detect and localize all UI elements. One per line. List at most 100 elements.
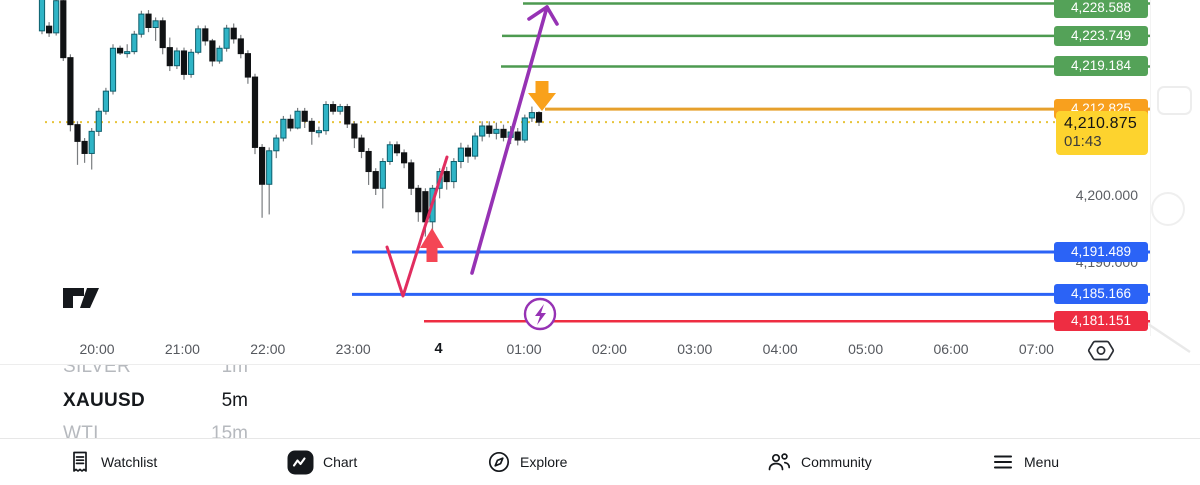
candle-body <box>365 150 372 173</box>
symbol-row-xauusd[interactable]: XAUUSD 5m <box>63 390 248 412</box>
candle-body <box>124 51 131 55</box>
candle-body <box>131 33 138 53</box>
people-icon <box>768 453 791 471</box>
candle-body <box>450 161 457 183</box>
chart-plot <box>38 0 1151 336</box>
candle-body <box>514 131 521 141</box>
candle-body <box>315 130 322 134</box>
hamburger-menu-icon <box>993 455 1013 469</box>
candle-body <box>351 123 358 139</box>
time-axis-label: 20:00 <box>79 341 115 357</box>
symbol-row-silver[interactable]: SILVER 1m <box>63 365 248 378</box>
nav-community[interactable]: Community <box>766 439 872 485</box>
time-axis-label: 23:00 <box>335 341 371 357</box>
time-axis-label: 4 <box>434 341 443 357</box>
drawing-trend-arrow-purple[interactable] <box>470 5 549 275</box>
candle-body <box>330 104 337 112</box>
candle-body <box>337 106 344 112</box>
candle-body <box>180 50 188 75</box>
candle-body <box>237 38 244 55</box>
ghost-diagonal <box>1141 318 1191 354</box>
nav-label: Explore <box>520 454 568 470</box>
candle-body <box>472 135 479 157</box>
chart-canvas[interactable]: 4,220.000 4,200.000 4,190.000 4,228.588 4,22… <box>0 0 1200 362</box>
candle-body <box>535 112 543 123</box>
candle-body <box>486 125 493 134</box>
time-axis-label: 01:00 <box>506 341 542 357</box>
candle-body <box>145 13 152 28</box>
marker-arrow-up-red[interactable] <box>420 228 444 262</box>
symbol-name[interactable]: SILVER <box>63 365 131 377</box>
candle-body <box>301 110 308 122</box>
candle-body <box>287 118 294 129</box>
time-axis-label: 02:00 <box>591 341 627 357</box>
candle-body <box>102 90 110 112</box>
nav-label: Chart <box>323 454 358 470</box>
nav-chart-active[interactable]: Chart <box>287 439 357 485</box>
symbol-interval[interactable]: 15m <box>211 423 248 438</box>
candle-body <box>173 50 181 67</box>
candle-body <box>273 137 280 152</box>
candle-body <box>38 0 46 32</box>
symbol-interval[interactable]: 5m <box>221 390 248 411</box>
bottom-navigation: Watchlist Chart Explore Community <box>0 438 1200 485</box>
time-axis-label: 04:00 <box>762 341 798 357</box>
time-axis-label: 05:00 <box>848 341 884 357</box>
nav-watchlist[interactable]: Watchlist <box>68 439 157 485</box>
candle-body <box>386 144 393 162</box>
nav-label: Community <box>801 454 872 470</box>
nav-label: Watchlist <box>101 454 158 470</box>
watchlist-icon <box>73 451 87 472</box>
nav-menu[interactable]: Menu <box>991 439 1059 485</box>
drawing-trend-arrowhead-purple <box>527 5 559 26</box>
candle-body <box>202 28 209 42</box>
symbol-name[interactable]: XAUUSD <box>63 390 146 411</box>
candle-body <box>230 27 237 40</box>
candle-body <box>195 28 202 53</box>
symbol-row-wti[interactable]: WTI 15m <box>63 423 248 438</box>
candle-body <box>251 76 259 148</box>
candle-body <box>443 171 450 183</box>
candle-body <box>74 124 81 142</box>
candle-body <box>117 47 124 54</box>
time-axis-label: 21:00 <box>164 341 200 357</box>
candle-body <box>379 161 386 189</box>
nav-explore[interactable]: Explore <box>487 439 567 485</box>
candle-body <box>109 47 117 92</box>
candle-body <box>344 106 351 125</box>
candle-body <box>95 110 102 132</box>
candle-body <box>521 117 528 141</box>
candle-body <box>209 40 216 62</box>
lightning-bolt-icon <box>535 304 546 325</box>
candle-body <box>53 0 60 34</box>
candle-body <box>138 13 145 35</box>
time-axis-label: 03:00 <box>677 341 713 357</box>
time-axis-label: 22:00 <box>250 341 286 357</box>
time-axis[interactable]: 20:00 21:00 22:00 23:00 4 01:00 02:00 03:00 04:0… <box>0 336 1200 362</box>
hexagon-target-icon[interactable] <box>1086 336 1118 362</box>
symbol-name[interactable]: WTI <box>63 423 99 438</box>
drawing-zigzag-pink[interactable] <box>385 155 449 298</box>
candle-body <box>528 112 535 119</box>
candle-body <box>88 130 95 154</box>
candle-body <box>280 118 287 139</box>
compass-icon <box>488 451 510 473</box>
symbol-interval[interactable]: 1m <box>221 365 248 377</box>
chart-toolbar-divider <box>0 364 1200 365</box>
candle-body <box>46 25 53 34</box>
candle-body <box>464 147 472 157</box>
candle-body <box>401 152 408 164</box>
time-axis-label: 06:00 <box>933 341 969 357</box>
candle-body <box>259 146 266 185</box>
marker-arrow-down-orange[interactable] <box>528 81 556 111</box>
candle-body <box>358 137 365 152</box>
candle-body <box>372 171 379 189</box>
candle-body <box>493 128 500 134</box>
candle-body <box>166 47 173 67</box>
candle-body <box>266 150 273 185</box>
candle-body <box>67 57 74 126</box>
chart-wave-icon <box>287 450 314 474</box>
candle-body <box>408 162 415 189</box>
nav-label: Menu <box>1024 454 1060 470</box>
